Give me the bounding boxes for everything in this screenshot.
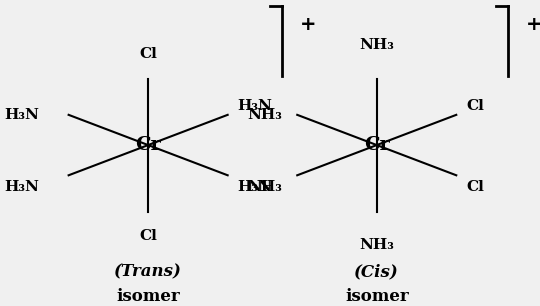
Text: isomer: isomer	[116, 288, 180, 305]
Text: Cl: Cl	[139, 47, 157, 62]
Text: NH₃: NH₃	[359, 238, 394, 252]
Text: NH₃: NH₃	[359, 38, 394, 52]
Text: (Cis): (Cis)	[354, 263, 399, 281]
Text: NH₃: NH₃	[247, 108, 282, 122]
Text: Cl: Cl	[466, 99, 484, 113]
Text: isomer: isomer	[345, 288, 409, 305]
Text: Cr: Cr	[364, 136, 390, 154]
Text: H₃N: H₃N	[238, 99, 272, 113]
Text: +: +	[526, 15, 540, 34]
Text: Cr: Cr	[135, 136, 161, 154]
Text: NH₃: NH₃	[247, 180, 282, 194]
Text: H₃N: H₃N	[4, 180, 39, 194]
Text: Cl: Cl	[139, 229, 157, 243]
Text: (Trans): (Trans)	[114, 263, 182, 281]
Text: H₃N: H₃N	[238, 180, 272, 194]
Text: +: +	[300, 15, 316, 34]
Text: Cl: Cl	[466, 180, 484, 194]
Text: H₃N: H₃N	[4, 108, 39, 122]
